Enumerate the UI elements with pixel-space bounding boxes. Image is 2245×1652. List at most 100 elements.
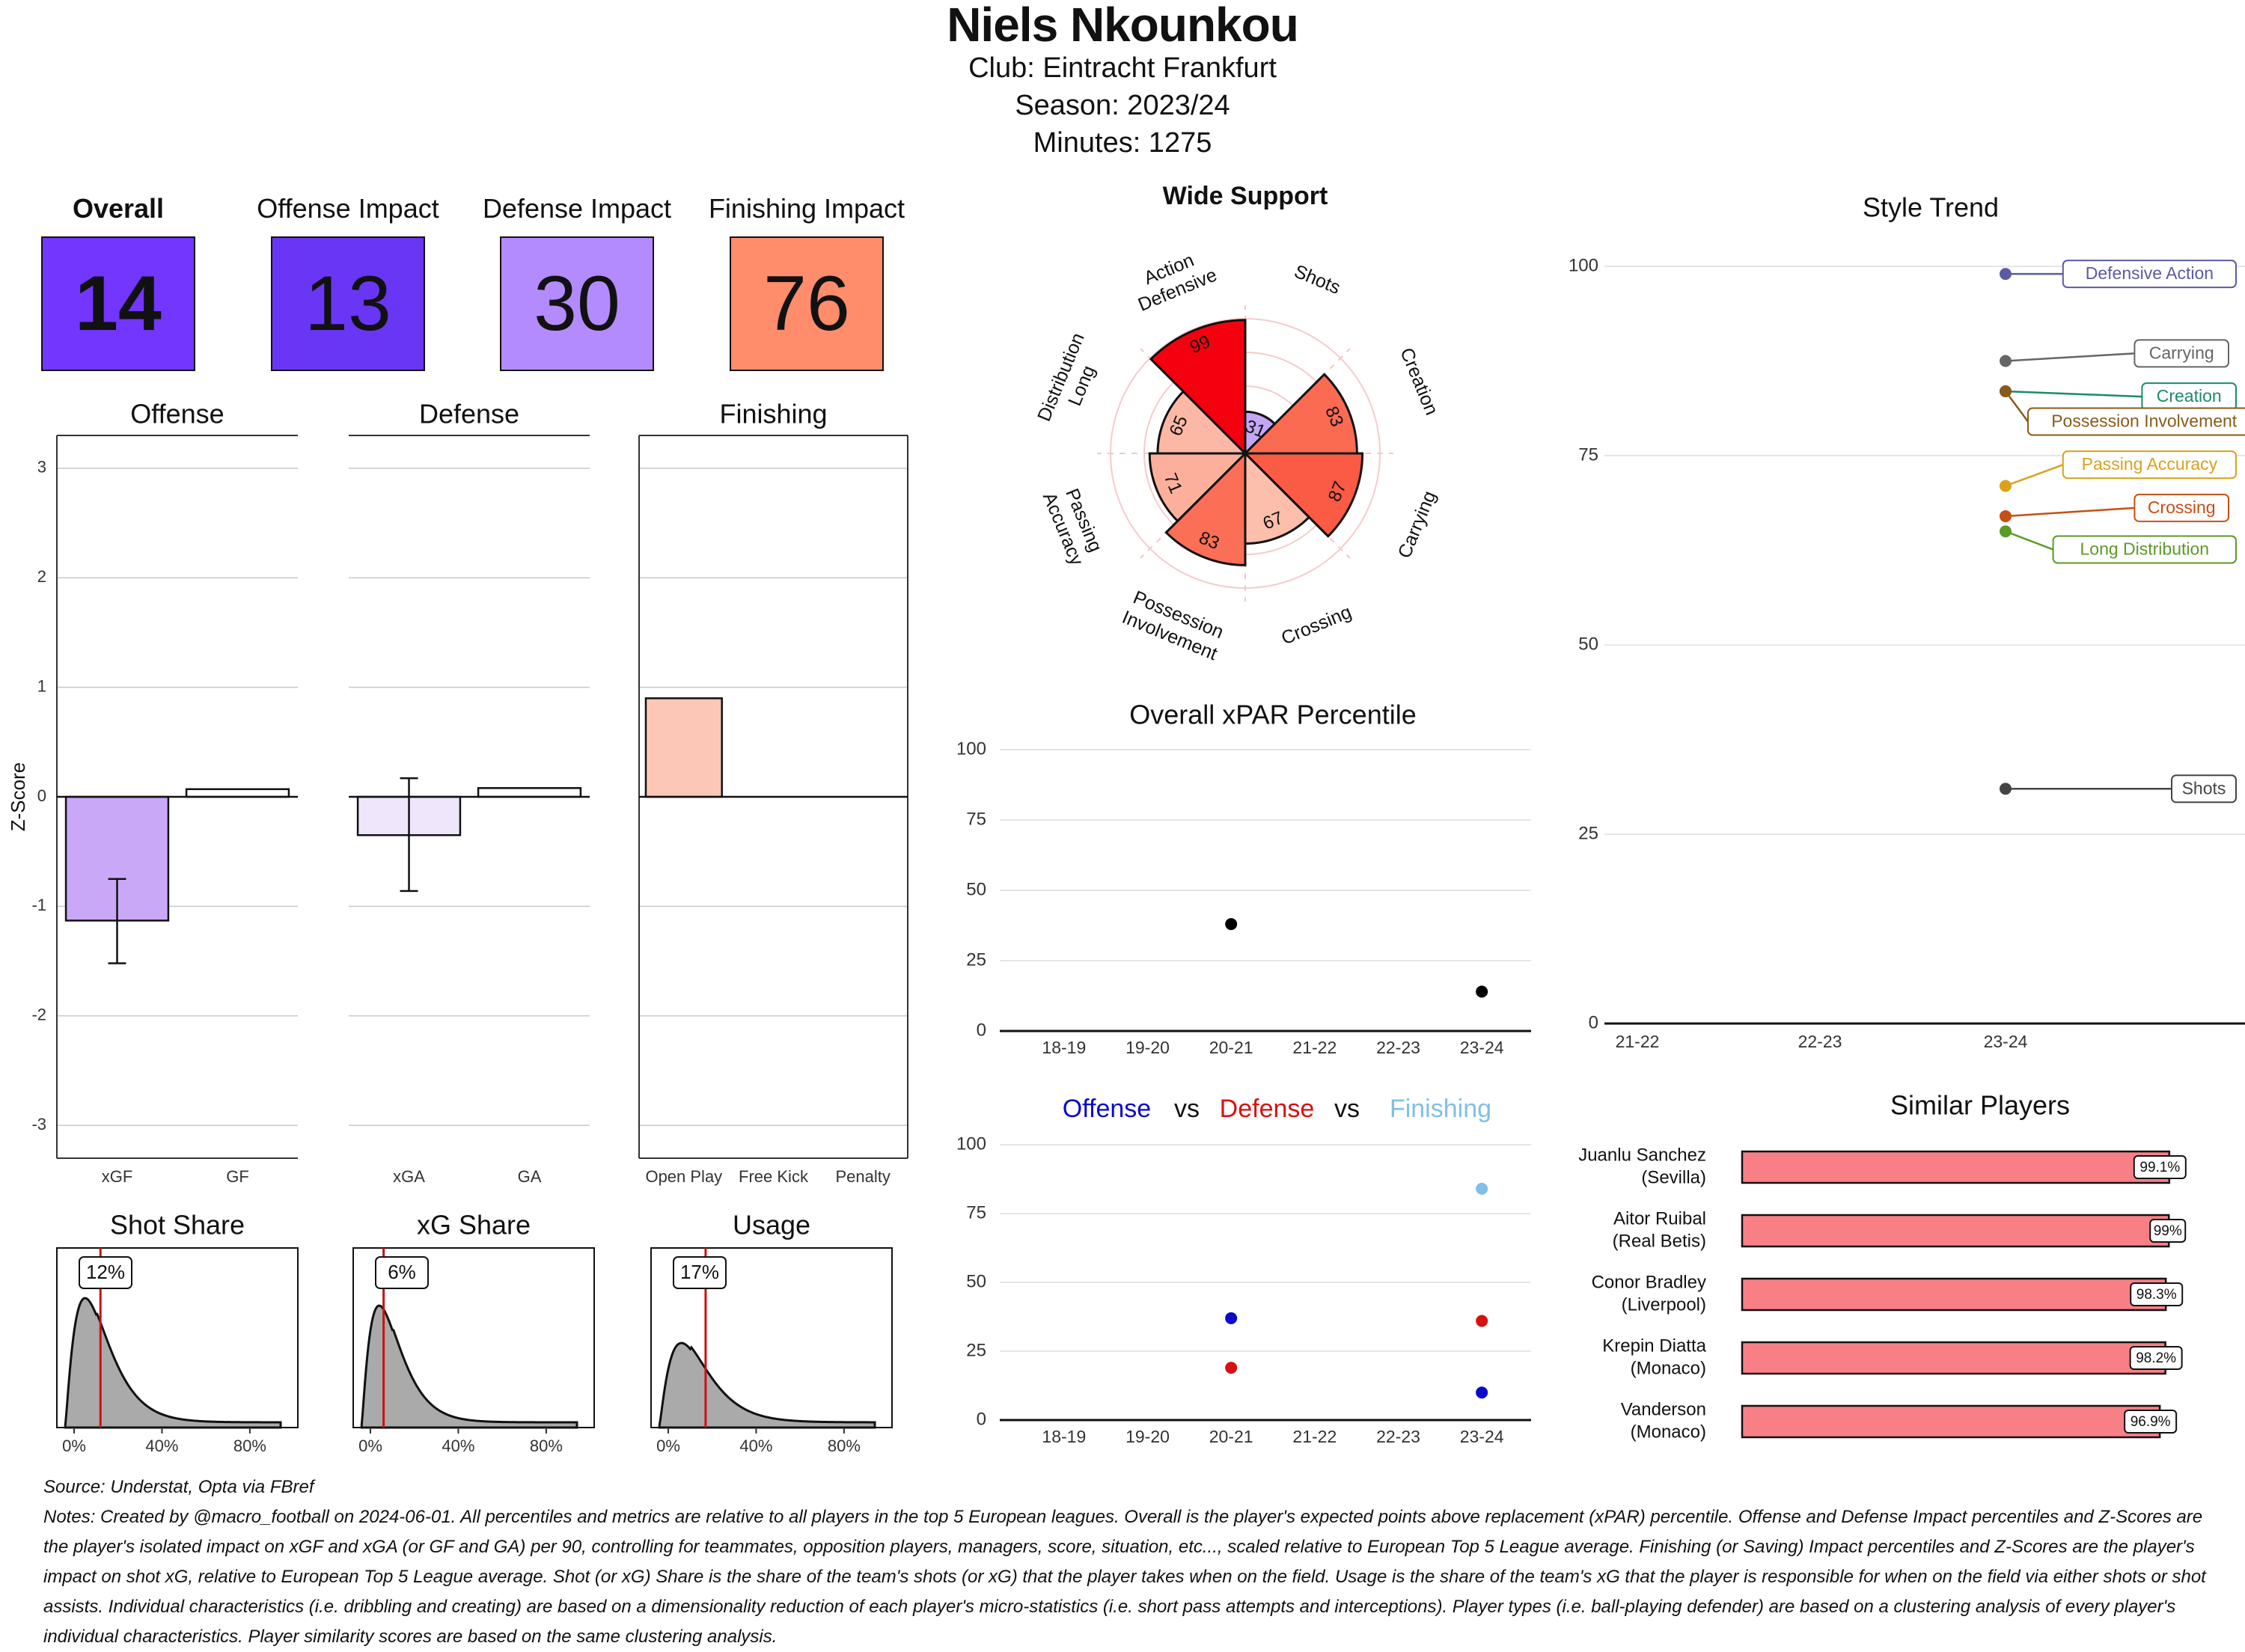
- similarity-label-box: [2149, 1219, 2187, 1243]
- radar-wedge-carrying: [1242, 452, 1364, 538]
- x-tick-label: xGA: [393, 1167, 425, 1186]
- y-tick-label: 75: [1578, 444, 1598, 465]
- chart-title-part: Finishing: [1390, 1095, 1491, 1123]
- bar-open-play: [644, 697, 723, 798]
- trend-label: Carrying: [2149, 343, 2214, 362]
- impact-card-label: Defense Impact: [482, 193, 672, 224]
- chart-title: Similar Players: [1890, 1090, 2070, 1121]
- trend-leader-line: [2005, 390, 2142, 398]
- season-line: Season: 2023/24: [1015, 90, 1230, 121]
- y-tick-label: 0: [1589, 1012, 1598, 1032]
- similarity-bar: [1741, 1214, 2170, 1248]
- x-tick-label: 19-20: [1125, 1427, 1170, 1446]
- similarity-bar: [1741, 1150, 2171, 1184]
- value-label-box: [375, 1256, 429, 1289]
- panel-title: Defense: [419, 399, 519, 429]
- impact-card-label: Overall: [72, 193, 165, 224]
- panel-title: xG Share: [417, 1210, 531, 1240]
- y-tick-label: 1: [37, 676, 46, 695]
- y-tick-label: 75: [966, 809, 986, 829]
- x-tick-label: 19-20: [1125, 1038, 1170, 1057]
- radar-category-label: Crossing: [1278, 602, 1354, 649]
- radar-title: Wide Support: [1163, 182, 1328, 210]
- chart-title-part: vs: [1174, 1095, 1200, 1123]
- offense-defense-finishing-chart: Offense vs Defense vs Finishing 100 75 50 25 0 18-…: [956, 1095, 1531, 1446]
- similarity-label: 96.9%: [2131, 1414, 2171, 1430]
- y-tick-label: 2: [37, 567, 46, 586]
- data-point: [1476, 985, 1488, 998]
- y-tick-label: -1: [31, 896, 46, 914]
- trend-label-box: [2062, 260, 2238, 289]
- data-point: [1225, 1312, 1238, 1324]
- value-label: 17%: [680, 1261, 719, 1283]
- trend-point: [2000, 480, 2012, 492]
- club-line: Club: Eintracht Frankfurt: [968, 52, 1277, 84]
- panel-title: Finishing: [719, 399, 827, 429]
- similar-players-chart: Similar Players Juanlu Sanchez(Sevilla) 99…: [1578, 1090, 2187, 1442]
- trend-label-box: [2027, 407, 2245, 436]
- x-tick-label: 18-19: [1042, 1038, 1086, 1057]
- x-tick-label: 22-23: [1376, 1427, 1420, 1446]
- density-curve: [360, 1304, 578, 1429]
- minutes-line: Minutes: 1275: [1033, 127, 1212, 159]
- similarity-bar: [1741, 1404, 2161, 1439]
- value-label: 12%: [86, 1261, 125, 1283]
- impact-card-label: Offense Impact: [257, 193, 439, 224]
- trend-leader-line: [2005, 507, 2135, 518]
- trend-leader-line: [2005, 530, 2054, 551]
- similarity-label: 98.2%: [2136, 1350, 2176, 1366]
- radar-category-label: Creation: [1396, 345, 1442, 418]
- x-tick-label: GA: [518, 1167, 542, 1186]
- x-tick-label: 0%: [358, 1437, 382, 1455]
- x-tick-label: Penalty: [835, 1167, 890, 1186]
- x-tick-label: 23-24: [1460, 1038, 1504, 1057]
- y-tick-label: 25: [966, 1340, 986, 1360]
- chart-title: Style Trend: [1863, 192, 1999, 223]
- x-tick-label: 23-24: [1984, 1032, 2028, 1051]
- y-tick-label: 100: [1569, 255, 1598, 275]
- share-panel-usage: Usage 17% 0% 40% 80%: [650, 1210, 893, 1455]
- y-tick-label: 50: [966, 1271, 986, 1291]
- x-tick-label: 40%: [145, 1437, 178, 1455]
- y-tick-label: 75: [966, 1202, 986, 1223]
- trend-label: Crossing: [2148, 498, 2216, 517]
- zscore-panel-finishing: Finishing Open Play Free Kick Penalty: [638, 399, 908, 1186]
- trend-point: [2000, 268, 2012, 281]
- chart-title-part: vs: [1334, 1095, 1360, 1123]
- x-tick-label: 40%: [442, 1437, 474, 1455]
- trend-label-box: [2171, 774, 2237, 804]
- trend-point: [2000, 783, 2012, 795]
- similarity-label: 99.1%: [2139, 1160, 2180, 1175]
- style-trend-chart: Style Trend 100 75 50 25 0 21-22 22-23 23-24 Defe…: [1569, 192, 2245, 1051]
- x-tick-label: 23-24: [1460, 1427, 1504, 1446]
- panel-title: Usage: [733, 1210, 810, 1240]
- radar-wedge-long-distribution: [1156, 390, 1248, 455]
- player-club: (Real Betis): [1613, 1231, 1706, 1251]
- x-tick-label: 21-22: [1292, 1427, 1337, 1446]
- y-tick-label: 3: [37, 458, 46, 477]
- trend-label-box: [2133, 339, 2229, 368]
- impact-card-value: 76: [730, 236, 884, 371]
- trend-label-box: [2133, 493, 2229, 522]
- y-tick-label: 25: [1578, 823, 1598, 843]
- impact-card-value: 14: [41, 236, 195, 371]
- player-name: Aitor Ruibal: [1613, 1208, 1706, 1229]
- trend-label-box: [2052, 535, 2238, 564]
- similarity-label-box: [2129, 1346, 2183, 1370]
- chart-title: Overall xPAR Percentile: [1129, 700, 1416, 730]
- trend-point: [2000, 510, 2012, 522]
- trend-leader-line: [2004, 391, 2029, 423]
- similarity-label-box: [2124, 1410, 2178, 1434]
- trend-point: [2000, 355, 2012, 367]
- player-name: Juanlu Sanchez: [1578, 1145, 1706, 1165]
- data-point: [1476, 1182, 1488, 1195]
- chart-title-part: Defense: [1220, 1095, 1315, 1123]
- radar-wedge-passing-accuracy: [1148, 452, 1248, 523]
- similarity-label-box: [2133, 1155, 2187, 1179]
- overall-xpar-chart: Overall xPAR Percentile 100 75 50 25 0 18-19 19…: [956, 700, 1531, 1057]
- x-tick-label: 80%: [530, 1437, 563, 1455]
- similarity-label: 99%: [2154, 1223, 2182, 1239]
- similarity-bar: [1741, 1277, 2167, 1312]
